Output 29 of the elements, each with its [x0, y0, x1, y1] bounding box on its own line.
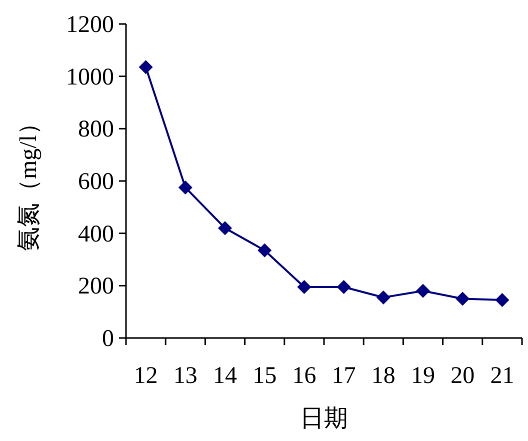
x-axis-title: 日期	[300, 406, 348, 432]
x-tick-label: 21	[490, 363, 514, 389]
point	[495, 293, 510, 308]
point	[416, 284, 430, 298]
point	[138, 60, 153, 74]
y-axis-title: 氨氮（mg/l）	[16, 110, 42, 252]
x-tick-label: 15	[252, 363, 277, 389]
x-tick-label: 19	[411, 363, 435, 389]
x-tick-label: 13	[173, 363, 198, 389]
y-tick-label: 400	[78, 221, 114, 248]
x-tick-label: 17	[332, 363, 356, 389]
y-tick-label: 1200	[66, 12, 114, 38]
y-tick-label: 600	[78, 169, 114, 195]
y-tick-label: 800	[78, 116, 114, 143]
x-tick-label: 12	[134, 363, 158, 389]
point	[376, 290, 390, 304]
point	[258, 243, 272, 258]
x-tick-label: 16	[292, 363, 316, 389]
point	[456, 292, 470, 306]
point	[336, 280, 351, 294]
x-tick-label: 20	[450, 363, 475, 389]
y-tick-label: 0	[102, 326, 114, 352]
x-tick-label: 18	[371, 363, 396, 389]
y-tick-label: 200	[78, 274, 114, 300]
point	[218, 221, 232, 236]
point	[297, 280, 312, 294]
x-tick-label: 14	[213, 363, 237, 389]
y-tick-label: 1000	[66, 64, 114, 90]
point	[178, 180, 192, 195]
